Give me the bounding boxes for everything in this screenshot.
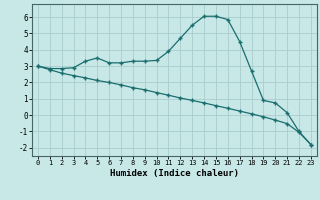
X-axis label: Humidex (Indice chaleur): Humidex (Indice chaleur) [110, 169, 239, 178]
